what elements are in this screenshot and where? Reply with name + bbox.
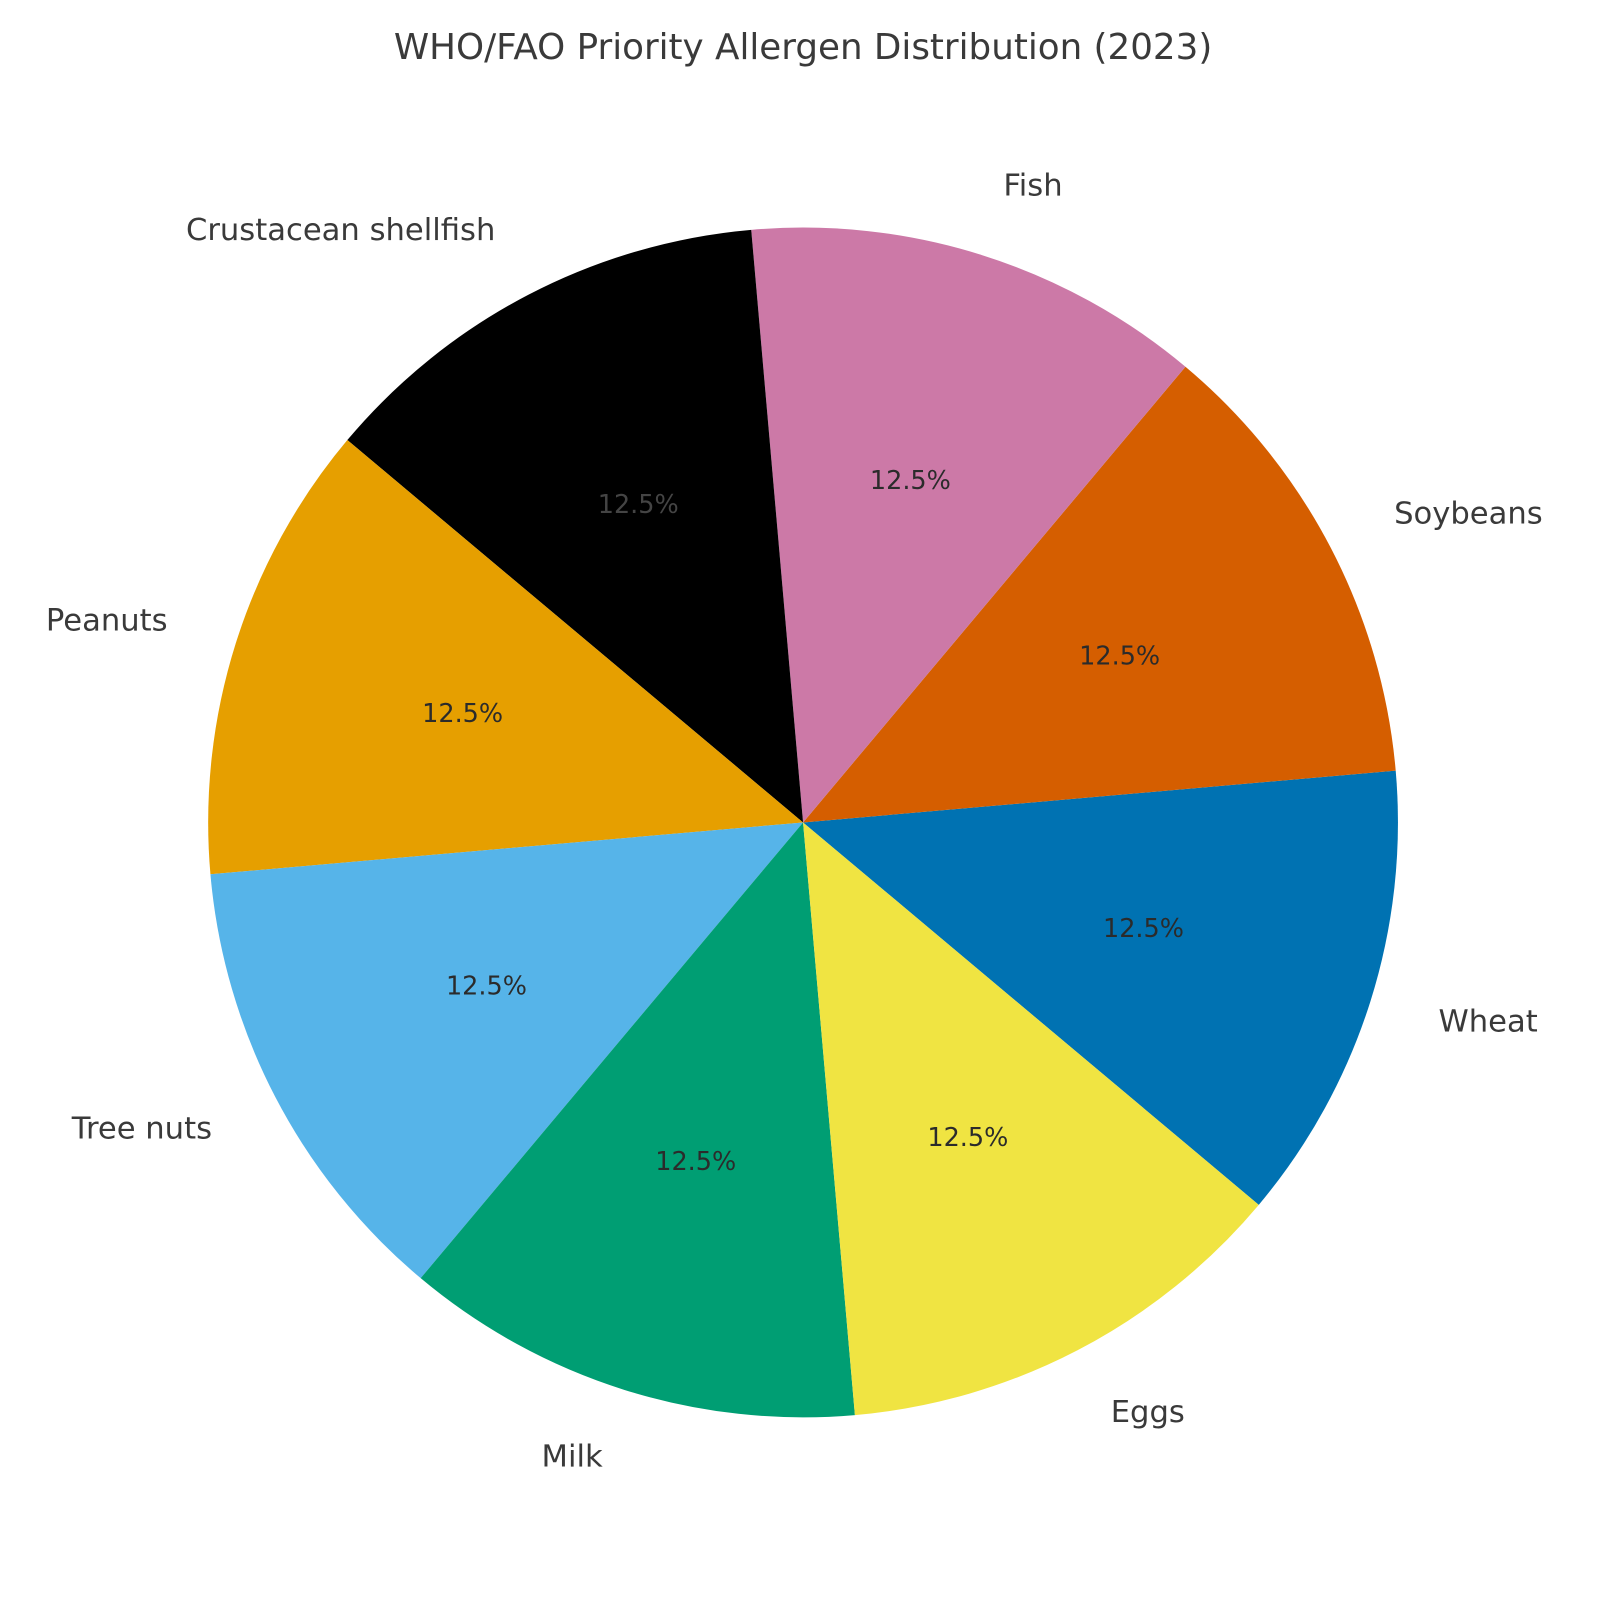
value-label: 12.5% — [655, 1147, 736, 1177]
slice-label: Eggs — [1111, 1395, 1185, 1430]
pie-slice — [803, 770, 1398, 1205]
slice-label: Crustacean shellfish — [186, 213, 495, 248]
pie-slice — [803, 366, 1396, 823]
slice-label: Tree nuts — [71, 1112, 212, 1147]
value-label: 12.5% — [598, 490, 679, 520]
slice-label: Milk — [542, 1439, 603, 1474]
value-label: 12.5% — [446, 971, 527, 1001]
value-label: 12.5% — [1103, 914, 1184, 944]
pie-slice — [420, 822, 855, 1418]
slice-label: Wheat — [1439, 1004, 1538, 1039]
value-label: 12.5% — [422, 699, 503, 729]
value-label: 12.5% — [927, 1123, 1008, 1153]
value-label: 12.5% — [1079, 642, 1160, 672]
pie-slice — [803, 822, 1259, 1416]
pie-slice — [210, 822, 804, 1279]
slice-label: Fish — [1003, 169, 1062, 204]
pie-slice — [751, 227, 1186, 823]
pie-slice — [347, 229, 804, 823]
chart-title: WHO/FAO Priority Allergen Distribution (… — [394, 27, 1212, 68]
slice-label: Peanuts — [46, 604, 168, 639]
pie-slice — [208, 440, 804, 875]
value-label: 12.5% — [870, 466, 951, 496]
slice-label: Soybeans — [1394, 496, 1543, 531]
